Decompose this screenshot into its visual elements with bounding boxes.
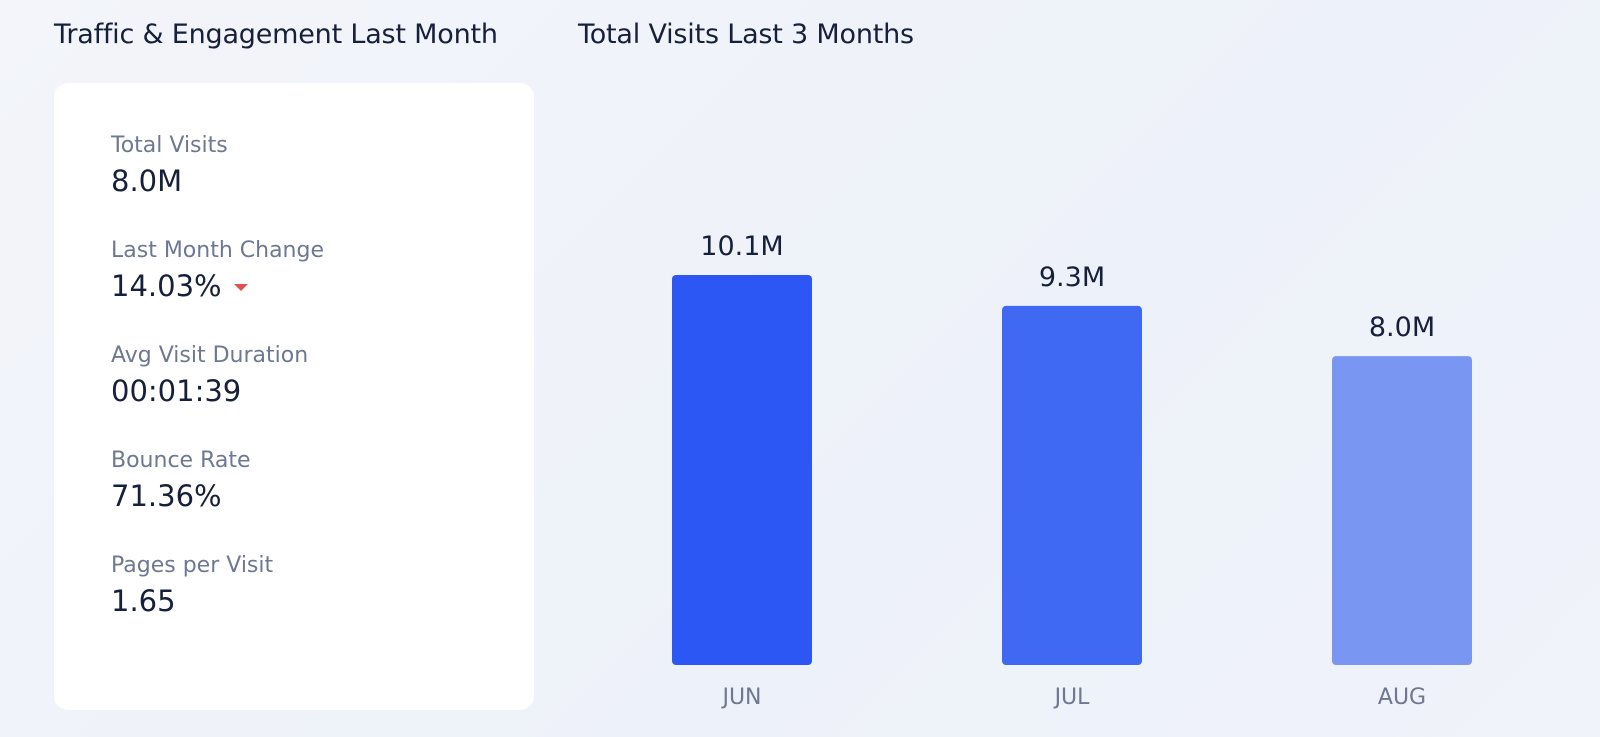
data-label-jun: 10.1M	[700, 231, 783, 262]
metric-avg-visit-duration: Avg Visit Duration 00:01:39	[111, 341, 324, 446]
data-label-aug: 8.0M	[1369, 312, 1435, 343]
metric-label: Pages per Visit	[111, 553, 274, 578]
metric-label: Total Visits	[111, 133, 228, 158]
metric-label: Avg Visit Duration	[111, 343, 309, 368]
metric-bounce-rate: Bounce Rate 71.36%	[111, 446, 324, 551]
metric-last-month-change: Last Month Change 14.03%	[111, 236, 324, 341]
metric-pages-per-visit: Pages per Visit 1.65	[111, 551, 324, 656]
tick-label-aug: AUG	[1378, 685, 1426, 710]
metrics-list: Total Visits 8.0M Last Month Change 14.0…	[111, 131, 324, 656]
metric-value: 1.65	[111, 581, 324, 621]
traffic-engagement-heading: Traffic & Engagement Last Month	[54, 19, 498, 50]
metric-label: Last Month Change	[111, 238, 324, 263]
visits-bar-chart: 10.1M JUN 9.3M JUL 8.0M AUG	[672, 231, 1472, 710]
metric-value-text: 14.03%	[111, 269, 222, 303]
metric-value-text: 8.0M	[111, 164, 183, 198]
engagement-card: Total Visits 8.0M Last Month Change 14.0…	[54, 83, 534, 710]
data-label-jul: 9.3M	[1039, 262, 1105, 293]
bar-jul[interactable]	[1002, 305, 1142, 665]
metric-value: 71.36%	[111, 476, 324, 516]
metric-value: 00:01:39	[111, 371, 324, 411]
metric-value-text: 00:01:39	[111, 374, 242, 408]
metric-value: 8.0M	[111, 161, 324, 201]
metric-value-text: 1.65	[111, 584, 176, 618]
metric-value-text: 71.36%	[111, 479, 222, 513]
caret-down-icon	[233, 283, 248, 291]
metric-value: 14.03%	[111, 266, 324, 306]
metric-total-visits: Total Visits 8.0M	[111, 131, 324, 236]
tick-label-jun: JUN	[720, 685, 761, 710]
bar-aug[interactable]	[1332, 356, 1472, 665]
tick-label-jul: JUL	[1053, 685, 1091, 710]
bar-jun[interactable]	[672, 275, 812, 665]
metric-label: Bounce Rate	[111, 448, 251, 473]
total-visits-heading: Total Visits Last 3 Months	[578, 19, 914, 50]
